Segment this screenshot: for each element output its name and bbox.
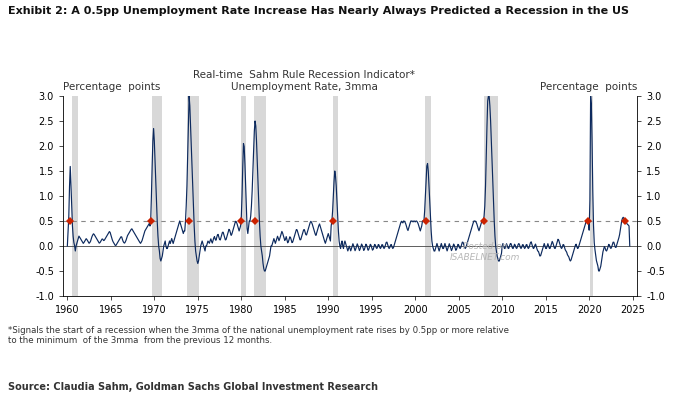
Bar <box>241 96 246 296</box>
Bar <box>590 96 593 296</box>
Bar <box>426 96 431 296</box>
Text: Exhibit 2: A 0.5pp Unemployment Rate Increase Has Nearly Always Predicted a Rece: Exhibit 2: A 0.5pp Unemployment Rate Inc… <box>8 6 629 16</box>
Bar <box>484 96 498 296</box>
Bar <box>332 96 337 296</box>
Bar <box>254 96 266 296</box>
Bar <box>187 96 199 296</box>
Text: Real-time  Sahm Rule Recession Indicator*
Unemployment Rate, 3mma: Real-time Sahm Rule Recession Indicator*… <box>193 70 415 92</box>
Text: *Signals the start of a recession when the 3mma of the national unemployment rat: *Signals the start of a recession when t… <box>8 326 510 345</box>
Text: Source: Claudia Sahm, Goldman Sachs Global Investment Research: Source: Claudia Sahm, Goldman Sachs Glob… <box>8 382 379 392</box>
Bar <box>152 96 162 296</box>
Text: Posted on
ISABELNET.com: Posted on ISABELNET.com <box>449 242 520 262</box>
Bar <box>71 96 78 296</box>
Text: Percentage  points: Percentage points <box>540 82 637 92</box>
Text: Percentage  points: Percentage points <box>63 82 160 92</box>
